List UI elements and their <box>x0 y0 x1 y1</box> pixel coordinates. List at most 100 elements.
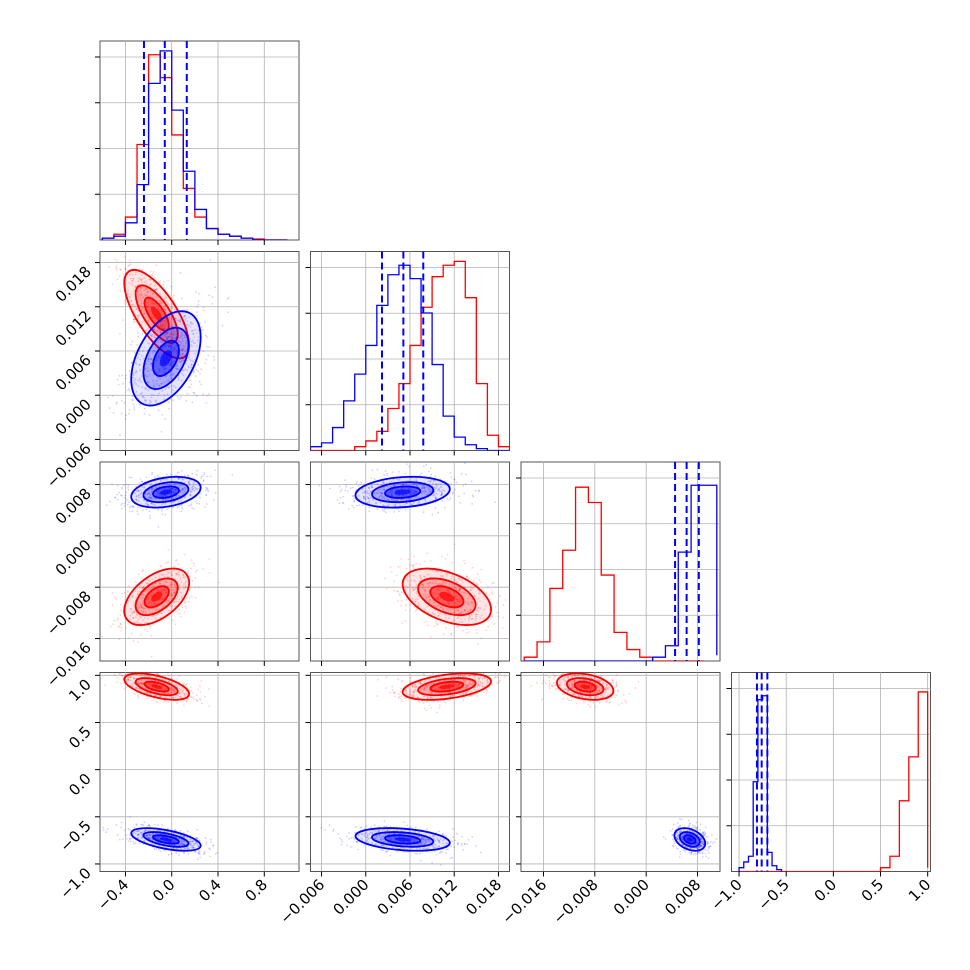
sample-point <box>183 699 185 702</box>
sample-point <box>184 350 187 353</box>
sample-point <box>151 496 154 498</box>
sample-point <box>436 711 438 714</box>
sample-point <box>172 688 175 691</box>
sample-point <box>193 392 196 395</box>
sample-point <box>147 492 150 494</box>
sample-point <box>432 672 434 675</box>
sample-point <box>139 663 141 665</box>
sample-point <box>163 692 166 694</box>
sample-point <box>370 477 373 480</box>
sample-point <box>491 615 494 618</box>
sample-point <box>116 619 119 621</box>
sample-point <box>127 678 129 681</box>
sample-point <box>459 600 462 603</box>
sample-point <box>206 475 209 478</box>
sample-point <box>139 289 142 292</box>
sample-point <box>127 672 130 674</box>
sample-point <box>150 300 153 302</box>
sample-point <box>410 503 413 505</box>
sample-point <box>435 598 438 600</box>
sample-point <box>137 489 140 492</box>
sample-point <box>184 587 187 589</box>
sample-point <box>381 492 383 495</box>
sample-point <box>171 336 174 339</box>
sample-point <box>175 336 178 338</box>
sample-point <box>383 488 385 491</box>
sample-point <box>146 294 148 297</box>
sample-point <box>464 609 467 612</box>
sample-point <box>163 398 166 401</box>
sample-point <box>365 490 367 493</box>
sample-point <box>203 506 206 508</box>
sample-point <box>128 412 131 415</box>
sample-point <box>181 352 184 355</box>
sample-point <box>170 493 172 496</box>
sample-point <box>140 492 143 495</box>
sample-point <box>151 317 154 319</box>
sample-point <box>157 613 160 615</box>
sample-point <box>160 353 163 355</box>
sample-point <box>153 336 156 339</box>
sample-point <box>148 284 151 286</box>
sample-point <box>144 288 147 290</box>
sample-point <box>371 484 373 487</box>
sample-point <box>202 329 205 331</box>
sample-point <box>135 494 138 497</box>
sample-point <box>208 847 211 850</box>
sample-point <box>164 503 167 505</box>
sample-point <box>432 599 434 602</box>
sample-point <box>474 489 477 492</box>
sample-point <box>147 320 149 323</box>
sample-point <box>182 583 185 585</box>
sample-point <box>442 582 445 585</box>
sample-point <box>457 609 460 612</box>
sample-point <box>435 620 437 623</box>
sample-point <box>139 240 141 242</box>
sample-point <box>381 491 383 494</box>
sample-point <box>205 487 208 490</box>
sample-point <box>434 487 437 490</box>
sample-point <box>183 611 186 613</box>
sample-point <box>200 326 203 328</box>
sample-point <box>161 325 164 327</box>
sample-point <box>97 235 99 237</box>
sample-point <box>190 488 193 491</box>
sample-point <box>202 568 204 570</box>
sample-point <box>150 490 153 493</box>
sample-point <box>430 473 433 476</box>
sample-point <box>150 594 153 597</box>
sample-point <box>415 491 417 493</box>
sample-point <box>152 292 155 295</box>
sample-point <box>168 344 171 347</box>
sample-point <box>443 506 446 509</box>
sample-point <box>187 475 190 477</box>
sample-point <box>133 826 136 829</box>
sample-point <box>174 488 177 491</box>
sample-point <box>155 359 158 362</box>
panel-3-2 <box>520 672 721 872</box>
sample-point <box>144 294 147 296</box>
sample-point <box>430 489 432 492</box>
sample-point <box>138 606 141 609</box>
sample-point <box>476 573 479 576</box>
sample-point <box>432 591 435 594</box>
sample-point <box>457 599 460 601</box>
sample-point <box>133 318 135 321</box>
sample-point <box>165 297 168 299</box>
sample-point <box>433 486 436 489</box>
sample-point <box>388 494 390 496</box>
sample-point <box>116 401 118 404</box>
sample-point <box>160 588 163 590</box>
sample-point <box>163 281 165 283</box>
sample-point <box>155 676 158 679</box>
sample-point <box>441 493 444 495</box>
sample-point <box>477 606 480 609</box>
sample-point <box>118 275 121 278</box>
sample-point <box>169 581 172 584</box>
sample-point <box>176 702 179 705</box>
sample-point <box>352 495 355 497</box>
sample-point <box>182 348 185 350</box>
sample-point <box>411 483 414 485</box>
sample-point <box>194 851 197 853</box>
sample-point <box>149 692 152 695</box>
